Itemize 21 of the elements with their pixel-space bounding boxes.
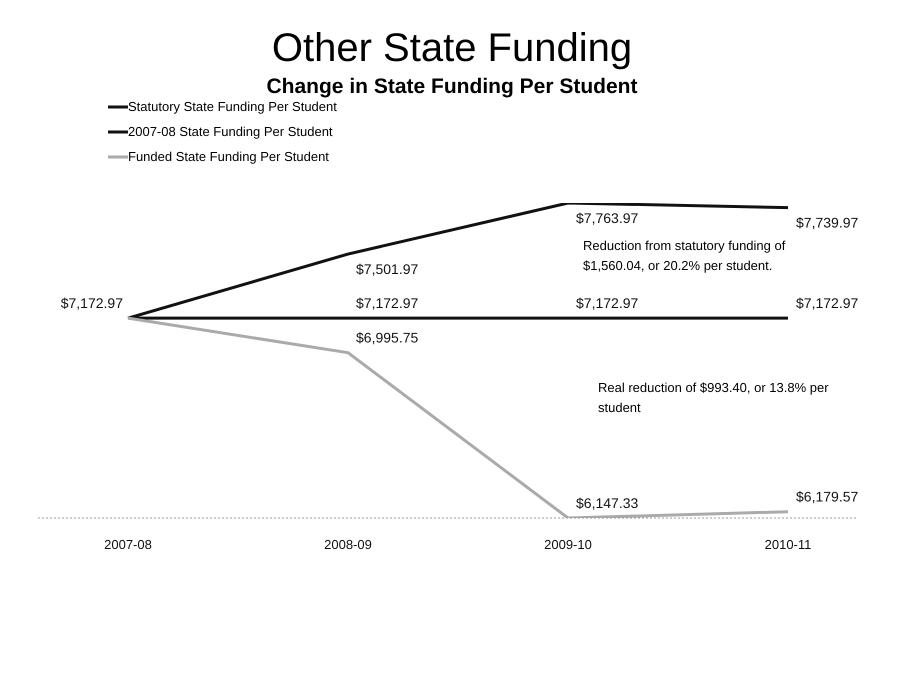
legend-label: Statutory State Funding Per Student xyxy=(128,99,337,114)
chart-subtitle: Change in State Funding Per Student xyxy=(265,75,638,99)
annotation: Reduction from statutory funding of $1,560.04, or 20.2% per student. xyxy=(583,237,786,275)
chart-title: Other State Funding xyxy=(270,25,634,71)
annotation: Real reduction of $993.40, or 13.8% per student xyxy=(598,379,830,417)
data-label: $6,995.75 xyxy=(356,330,418,346)
data-label: $7,172.97 xyxy=(576,295,638,312)
data-label: $7,739.97 xyxy=(796,214,858,231)
x-tick-label: 2008-09 xyxy=(324,537,372,552)
legend-label: 2007-08 State Funding Per Student xyxy=(128,124,333,139)
legend-label: Funded State Funding Per Student xyxy=(128,149,329,164)
data-label: $7,172.97 xyxy=(356,295,418,312)
x-tick-label: 2007-08 xyxy=(104,537,152,552)
x-tick-label: 2010-11 xyxy=(764,537,812,552)
data-label: $6,179.57 xyxy=(796,488,858,505)
data-label: $6,147.33 xyxy=(576,495,638,511)
x-tick-label: 2009-10 xyxy=(544,537,592,552)
data-label: $7,172.97 xyxy=(796,295,858,312)
data-label: $7,172.97 xyxy=(60,295,124,312)
data-label: $7,763.97 xyxy=(576,210,638,226)
data-label: $7,501.97 xyxy=(356,261,418,278)
